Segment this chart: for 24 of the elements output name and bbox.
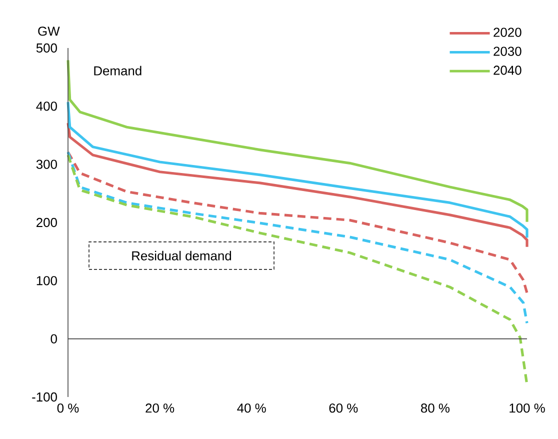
y-tick-label: -100 xyxy=(32,392,57,402)
y-tick-label: 400 xyxy=(36,102,57,111)
line-series xyxy=(66,150,528,324)
x-tick-label: 40 % xyxy=(237,404,266,413)
legend-label: 2030 xyxy=(494,46,522,56)
annotation: Demand xyxy=(94,66,142,76)
legend-label: 2020 xyxy=(494,28,522,37)
line-series xyxy=(66,150,528,294)
y-axis-title: GW xyxy=(38,26,60,36)
line-series xyxy=(66,122,528,248)
x-tick-label: 0 % xyxy=(57,404,79,413)
y-tick-label: 100 xyxy=(36,276,57,286)
line-series xyxy=(66,100,528,239)
legend-label: 2040 xyxy=(494,66,522,75)
x-tick-label: 60 % xyxy=(329,404,358,413)
y-tick-label: 500 xyxy=(36,43,57,53)
y-tick-label: 200 xyxy=(36,218,57,228)
line-series xyxy=(66,58,528,224)
y-tick-label: 0 xyxy=(50,334,57,344)
y-tick-label: 300 xyxy=(36,160,57,169)
x-tick-label: 20 % xyxy=(146,404,174,413)
annotation: Residual demand xyxy=(132,250,232,260)
x-tick-label: 80 % xyxy=(421,404,450,413)
x-tick-label: 100 % xyxy=(510,404,545,413)
